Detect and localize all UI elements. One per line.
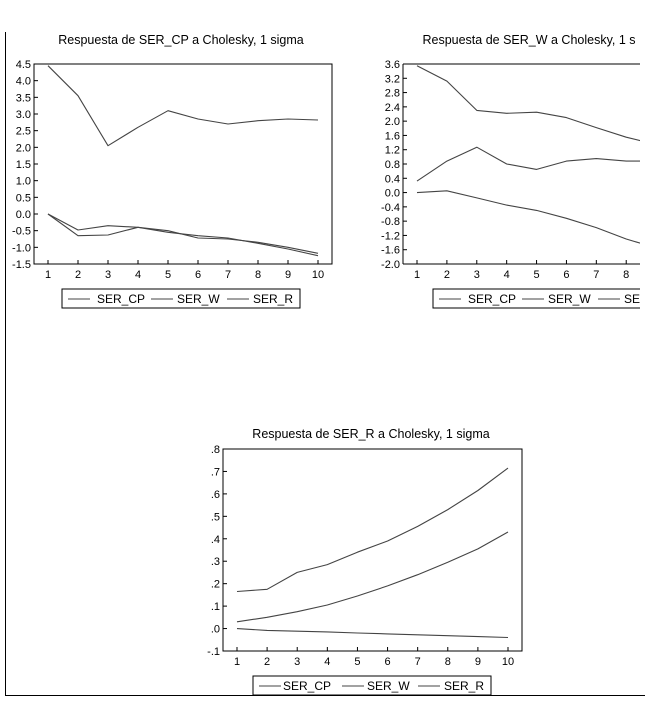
y-tick-label: 1.5 xyxy=(16,159,31,171)
y-tick-label: 4.5 xyxy=(16,59,31,71)
y-tick-label: -1.5 xyxy=(12,259,31,271)
legend-label: SER_CP xyxy=(97,292,145,306)
y-tick-label: -1.6 xyxy=(381,245,400,257)
legend-label: SER_R xyxy=(444,679,484,693)
y-tick-label: -.1 xyxy=(207,646,220,658)
y-tick-label: -1.0 xyxy=(12,242,31,254)
x-tick-label: 3 xyxy=(294,656,300,668)
y-tick-label: 4.0 xyxy=(16,76,31,88)
y-tick-label: -0.5 xyxy=(12,226,31,238)
y-tick-label: -0.4 xyxy=(381,202,400,214)
y-tick-label: 1.6 xyxy=(385,130,400,142)
x-tick-label: 1 xyxy=(45,269,51,281)
series-line-ser-r xyxy=(236,467,509,593)
y-tick-label: -2.0 xyxy=(381,259,400,271)
x-tick-label: 10 xyxy=(312,269,324,281)
y-tick-label: 2.5 xyxy=(16,126,31,138)
y-tick-label: 0.5 xyxy=(16,192,31,204)
series-line-ser-w xyxy=(236,531,509,623)
series-line-ser-cp xyxy=(47,65,319,147)
x-tick-label: 1 xyxy=(234,656,240,668)
x-tick-label: 2 xyxy=(264,656,270,668)
y-tick-label: 0.0 xyxy=(16,209,31,221)
series-line-ser-cp xyxy=(236,628,509,639)
series-line-ser-r xyxy=(416,190,640,244)
y-tick-label: 3.5 xyxy=(16,92,31,104)
y-tick-label: -1.2 xyxy=(381,230,400,242)
x-tick-label: 9 xyxy=(475,656,481,668)
y-tick-label: .2 xyxy=(211,579,220,591)
x-tick-label: 6 xyxy=(384,656,390,668)
x-tick-label: 7 xyxy=(415,656,421,668)
series-line-ser-cp xyxy=(416,146,640,182)
legend-label: SER_R xyxy=(253,292,293,306)
x-tick-label: 5 xyxy=(165,269,171,281)
y-tick-label: 1.0 xyxy=(16,176,31,188)
y-tick-label: .7 xyxy=(211,466,220,478)
y-tick-label: 0.8 xyxy=(385,159,400,171)
x-tick-label: 1 xyxy=(414,269,420,281)
legend-label: SER_W xyxy=(367,679,410,693)
y-tick-label: .5 xyxy=(211,511,220,523)
x-tick-label: 9 xyxy=(285,269,291,281)
x-tick-label: 8 xyxy=(623,269,629,281)
y-tick-label: .3 xyxy=(211,556,220,568)
legend-label: SER_W xyxy=(177,292,220,306)
x-tick-label: 5 xyxy=(533,269,539,281)
x-tick-label: 6 xyxy=(195,269,201,281)
series-line-ser-w xyxy=(416,65,640,142)
x-tick-label: 6 xyxy=(563,269,569,281)
x-tick-label: 2 xyxy=(75,269,81,281)
y-tick-label: .8 xyxy=(211,444,220,456)
y-tick-label: 2.0 xyxy=(16,142,31,154)
x-tick-label: 7 xyxy=(593,269,599,281)
x-tick-label: 4 xyxy=(324,656,330,668)
chart-title: Respuesta de SER_R a Cholesky, 1 sigma xyxy=(252,427,489,441)
y-tick-label: 2.0 xyxy=(385,116,400,128)
y-tick-label: 0.0 xyxy=(385,188,400,200)
y-tick-label: 3.2 xyxy=(385,73,400,85)
y-tick-label: 3.6 xyxy=(385,59,400,71)
legend-label: SER_CP xyxy=(283,679,331,693)
y-tick-label: -0.8 xyxy=(381,216,400,228)
chart-title: Respuesta de SER_W a Cholesky, 1 s xyxy=(422,33,635,47)
legend-label: SER_CP xyxy=(468,292,516,306)
x-tick-label: 3 xyxy=(105,269,111,281)
legend-label: SER_W xyxy=(548,292,591,306)
y-tick-label: 1.2 xyxy=(385,145,400,157)
chart-title: Respuesta de SER_CP a Cholesky, 1 sigma xyxy=(58,33,304,47)
y-tick-label: .6 xyxy=(211,489,220,501)
x-tick-label: 5 xyxy=(354,656,360,668)
legend-box xyxy=(252,675,492,696)
legend-box xyxy=(61,288,301,309)
legend-label: SE xyxy=(624,292,640,306)
y-tick-label: .4 xyxy=(211,534,220,546)
plot-frame xyxy=(222,448,523,652)
y-tick-label: .0 xyxy=(211,624,220,636)
x-tick-label: 2 xyxy=(444,269,450,281)
x-tick-label: 8 xyxy=(445,656,451,668)
x-tick-label: 4 xyxy=(504,269,510,281)
x-tick-label: 10 xyxy=(502,656,514,668)
frame-left-border xyxy=(5,32,6,696)
y-tick-label: 2.8 xyxy=(385,88,400,100)
x-tick-label: 7 xyxy=(225,269,231,281)
y-tick-label: 2.4 xyxy=(385,102,400,114)
x-tick-label: 3 xyxy=(474,269,480,281)
x-tick-label: 4 xyxy=(135,269,141,281)
series-line-ser-r xyxy=(47,213,319,257)
y-tick-label: 3.0 xyxy=(16,109,31,121)
y-tick-label: .1 xyxy=(211,601,220,613)
x-tick-label: 8 xyxy=(255,269,261,281)
y-tick-label: 0.4 xyxy=(385,173,400,185)
